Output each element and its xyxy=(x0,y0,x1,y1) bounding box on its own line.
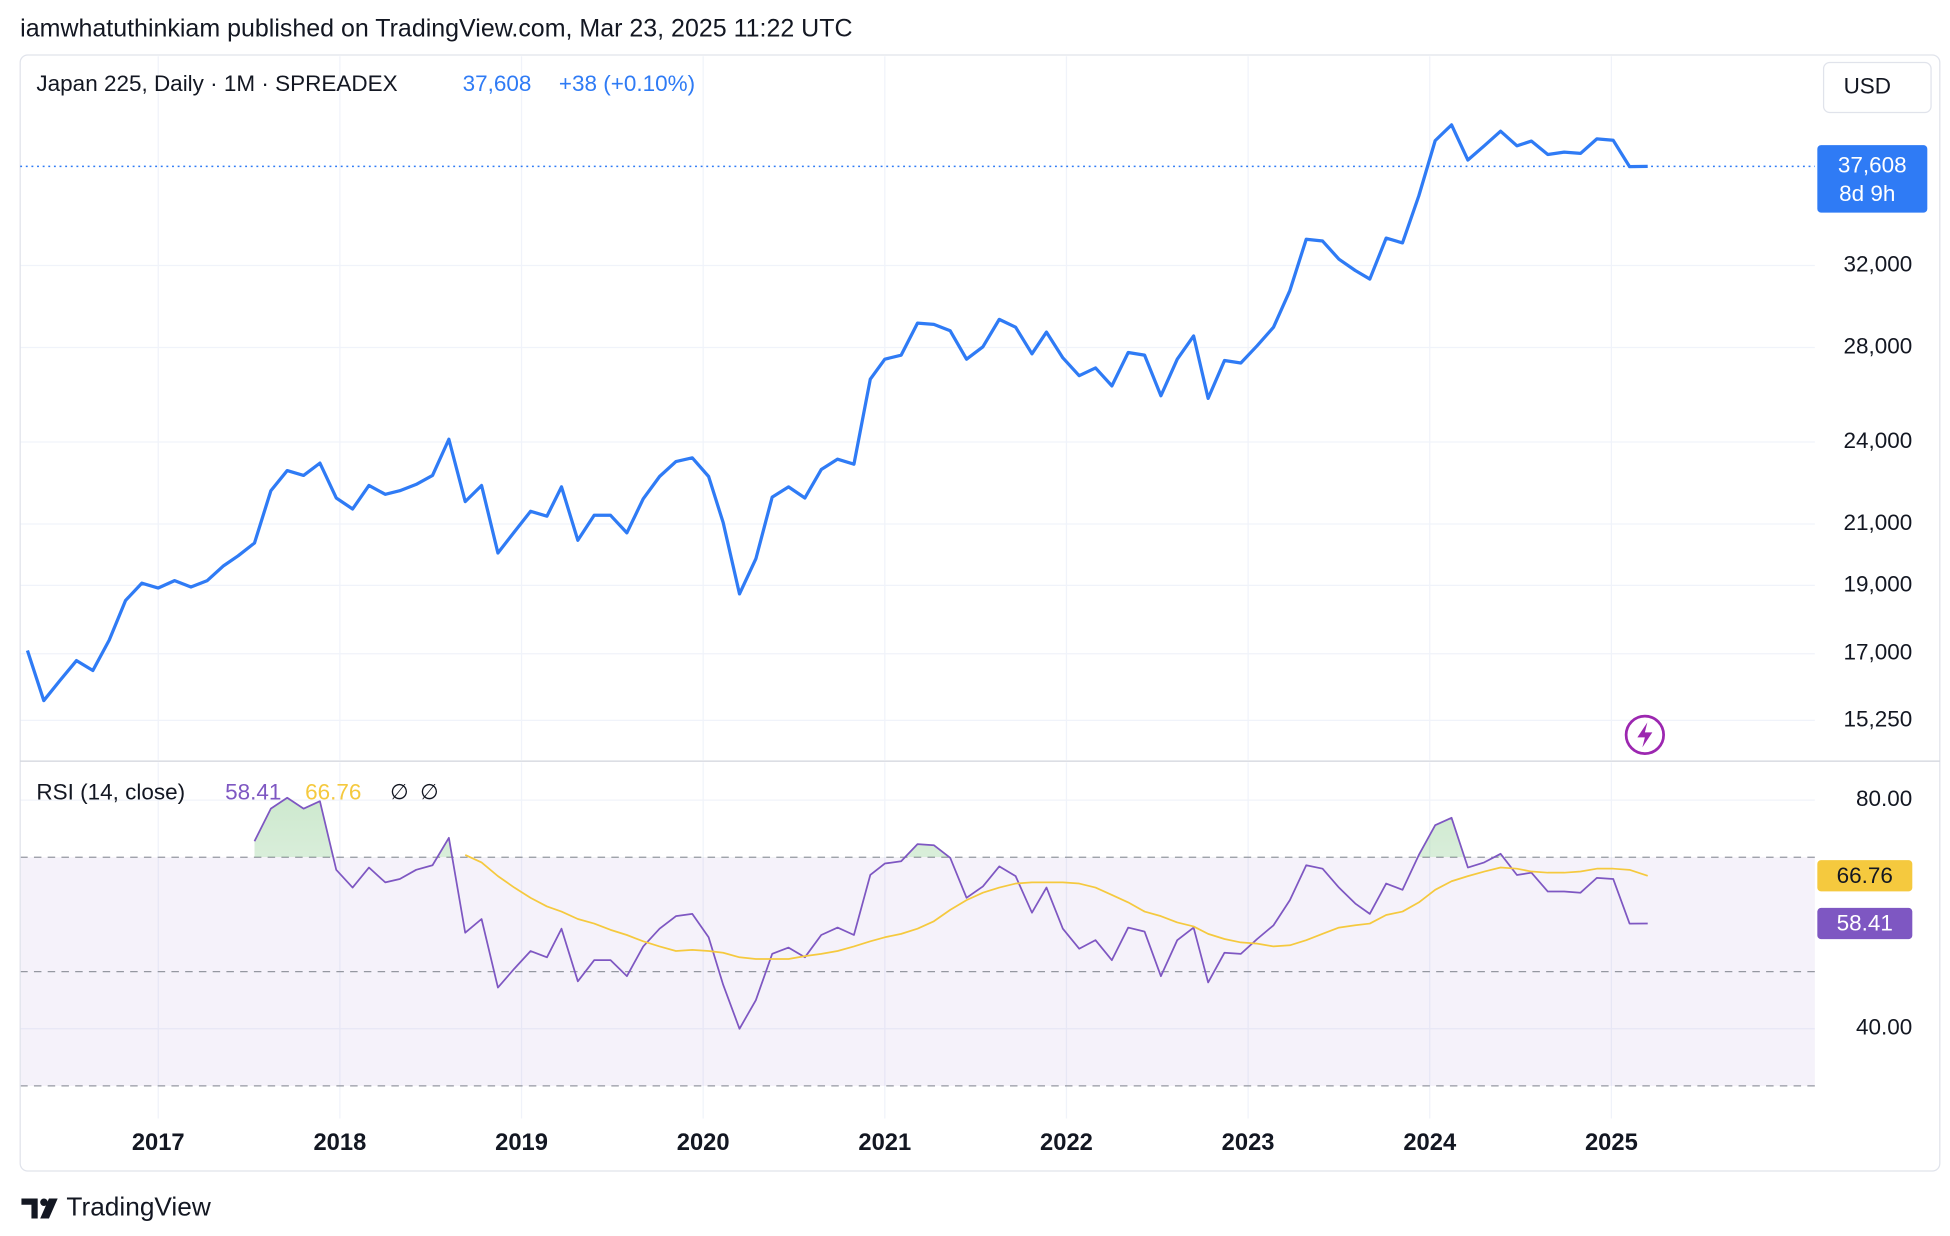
chart-title: Japan 225, Daily · 1M · SPREADEX xyxy=(36,71,397,96)
x-tick-label: 2019 xyxy=(495,1130,548,1156)
last-value-badge xyxy=(1817,860,1913,892)
y-tick-label: 32,000 xyxy=(1844,251,1913,276)
y-tick-label: 80.00 xyxy=(1856,786,1912,811)
footer: TradingView xyxy=(66,1191,211,1221)
last-value-label: 58.41 xyxy=(1837,911,1893,936)
y-tick-label: 24,000 xyxy=(1844,428,1913,453)
alert-icon[interactable] xyxy=(1624,714,1665,755)
currency[interactable]: USD xyxy=(1844,73,1891,98)
y-tick-label: 17,000 xyxy=(1844,640,1913,665)
empty-value: ∅ xyxy=(420,780,438,804)
last-price-label: 37,608 xyxy=(1838,152,1907,177)
currency-box[interactable] xyxy=(1822,61,1932,114)
rsi-legend-value: 58.41 xyxy=(225,780,281,805)
series-line xyxy=(464,854,1648,960)
series-line xyxy=(25,123,1648,703)
rsi-ma-legend-value: 66.76 xyxy=(305,780,361,805)
y-tick-label: 21,000 xyxy=(1844,510,1913,535)
last-value-badge xyxy=(1817,907,1913,940)
x-tick-label: 2025 xyxy=(1585,1130,1638,1156)
y-tick-label: 15,250 xyxy=(1844,706,1913,731)
y-tick-label: 19,000 xyxy=(1844,571,1913,596)
rsi-title: RSI (14, close) xyxy=(36,780,185,805)
x-tick-label: 2024 xyxy=(1403,1130,1457,1156)
x-tick-label: 2021 xyxy=(858,1130,911,1156)
countdown: 8d 9h xyxy=(1839,181,1895,206)
footer-logo xyxy=(21,1198,58,1219)
legend-change: +38 (+0.10%) xyxy=(559,71,695,96)
y-tick-label: 28,000 xyxy=(1844,333,1913,358)
background-layer xyxy=(20,56,1815,1119)
y-tick-label: 40.00 xyxy=(1856,1015,1912,1040)
last-value-label: 66.76 xyxy=(1837,863,1893,888)
x-tick-label: 2018 xyxy=(313,1130,366,1156)
header: iamwhatuthinkiam published on TradingVie… xyxy=(20,15,852,43)
chart-frame xyxy=(19,54,1941,1172)
x-tick-label: 2017 xyxy=(132,1130,185,1156)
x-tick-label: 2022 xyxy=(1040,1130,1093,1156)
empty-value: ∅ xyxy=(390,780,409,804)
legend-price: 37,608 xyxy=(463,71,532,96)
x-tick-label: 2023 xyxy=(1222,1130,1275,1156)
last-price-badge xyxy=(1817,145,1928,213)
series-line xyxy=(253,796,1648,1030)
x-tick-label: 2020 xyxy=(677,1130,730,1156)
